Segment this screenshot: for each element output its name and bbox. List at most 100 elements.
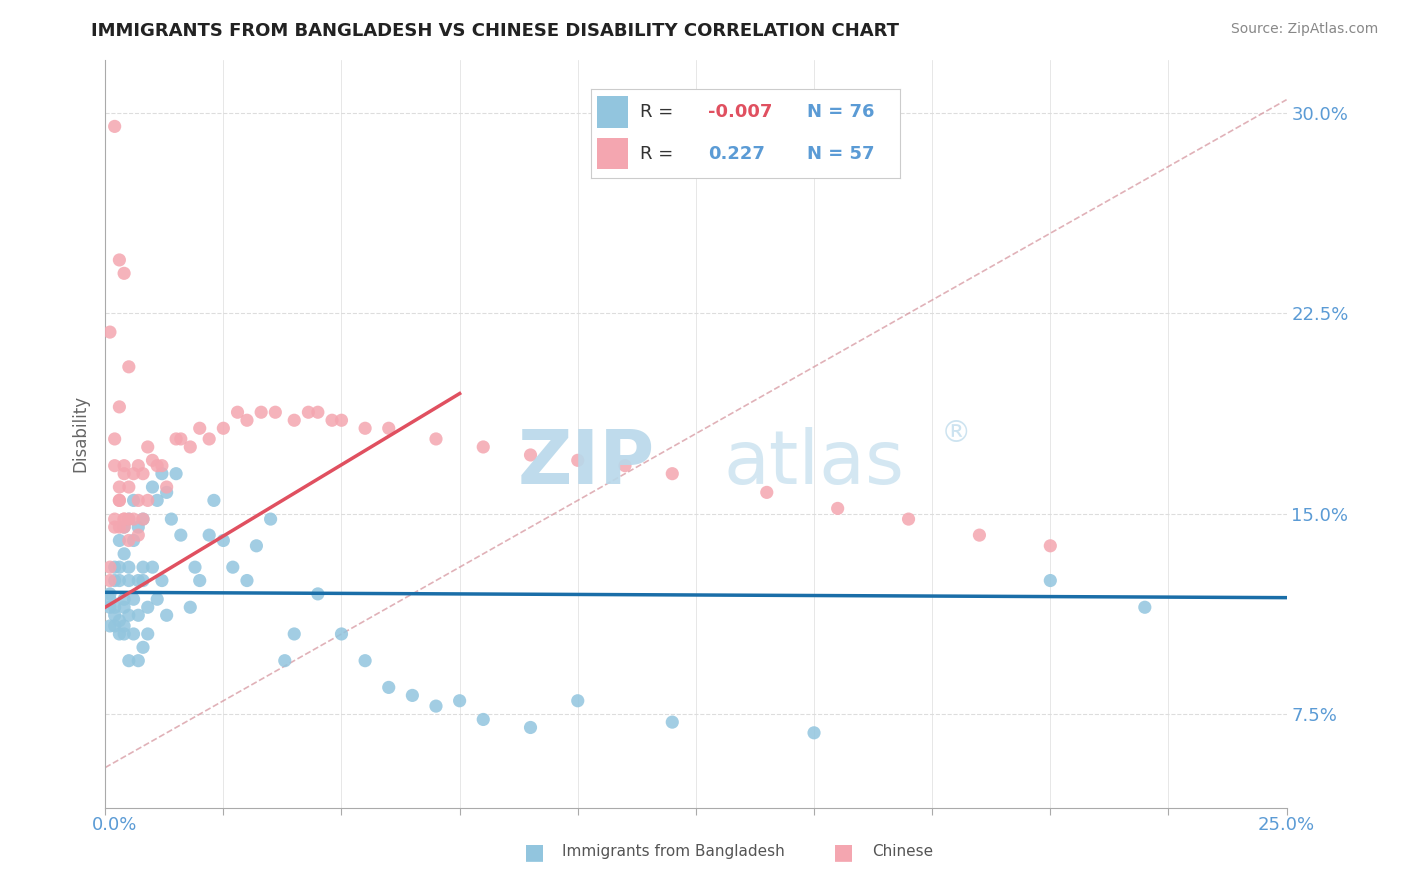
Point xyxy=(1039,574,1062,588)
Point xyxy=(202,493,225,508)
Point xyxy=(98,325,121,339)
Point xyxy=(614,458,637,473)
Text: 25.0%: 25.0% xyxy=(1257,816,1315,834)
Point xyxy=(108,533,131,548)
Point xyxy=(377,681,399,695)
Point xyxy=(118,574,141,588)
Point xyxy=(108,400,131,414)
Point xyxy=(104,432,127,446)
Point xyxy=(112,592,135,607)
Point xyxy=(118,512,141,526)
Point xyxy=(118,654,141,668)
Point xyxy=(307,405,329,419)
Point xyxy=(108,560,131,574)
Bar xyxy=(596,138,627,169)
Point xyxy=(401,689,423,703)
Text: atlas: atlas xyxy=(724,427,904,500)
Point xyxy=(283,413,305,427)
Point xyxy=(170,432,193,446)
Point xyxy=(127,654,149,668)
Point xyxy=(226,405,249,419)
Point xyxy=(112,520,135,534)
Text: ■: ■ xyxy=(834,842,853,862)
Point xyxy=(1039,539,1062,553)
Point xyxy=(274,654,297,668)
Point xyxy=(307,587,329,601)
Point xyxy=(519,721,541,735)
Point xyxy=(122,592,145,607)
Point xyxy=(150,574,173,588)
Point xyxy=(150,458,173,473)
Point xyxy=(108,614,131,628)
Point xyxy=(132,574,155,588)
Point xyxy=(354,654,377,668)
Point xyxy=(330,413,353,427)
Point xyxy=(136,627,159,641)
Text: ZIP: ZIP xyxy=(517,427,655,500)
Point xyxy=(141,480,163,494)
Point xyxy=(108,627,131,641)
Point xyxy=(519,448,541,462)
Point xyxy=(112,520,135,534)
Point xyxy=(108,493,131,508)
Point xyxy=(98,574,121,588)
Point xyxy=(108,520,131,534)
Point xyxy=(179,440,201,454)
Point xyxy=(170,528,193,542)
Point xyxy=(146,458,169,473)
Point xyxy=(969,528,991,542)
Text: -0.007: -0.007 xyxy=(709,103,772,121)
Point xyxy=(449,694,471,708)
Point xyxy=(212,421,235,435)
Point xyxy=(297,405,319,419)
Point xyxy=(132,467,155,481)
Point xyxy=(897,512,920,526)
Point xyxy=(127,574,149,588)
Point xyxy=(567,453,589,467)
Point xyxy=(104,512,127,526)
Point xyxy=(184,560,207,574)
Point xyxy=(425,432,447,446)
Text: Immigrants from Bangladesh: Immigrants from Bangladesh xyxy=(562,845,785,859)
Point xyxy=(156,480,179,494)
Point xyxy=(112,627,135,641)
Point xyxy=(98,619,121,633)
Point xyxy=(827,501,849,516)
Point xyxy=(108,574,131,588)
Point xyxy=(156,608,179,623)
Point xyxy=(567,694,589,708)
Point xyxy=(104,560,127,574)
Bar xyxy=(596,96,627,128)
Point xyxy=(108,252,131,267)
Point xyxy=(118,560,141,574)
Point xyxy=(136,493,159,508)
Point xyxy=(245,539,267,553)
Point xyxy=(122,493,145,508)
Point xyxy=(236,413,259,427)
Point xyxy=(472,440,495,454)
Point xyxy=(188,421,211,435)
Point xyxy=(146,493,169,508)
Point xyxy=(112,512,135,526)
Point xyxy=(198,432,221,446)
Point xyxy=(118,608,141,623)
Point xyxy=(165,467,187,481)
Point xyxy=(661,467,683,481)
Text: N = 57: N = 57 xyxy=(807,145,875,163)
Point xyxy=(1133,600,1156,615)
Point xyxy=(112,512,135,526)
Point xyxy=(112,547,135,561)
Point xyxy=(112,619,135,633)
Point xyxy=(112,458,135,473)
Point xyxy=(104,600,127,615)
Point xyxy=(132,512,155,526)
Point xyxy=(118,512,141,526)
Text: Chinese: Chinese xyxy=(872,845,932,859)
Text: Source: ZipAtlas.com: Source: ZipAtlas.com xyxy=(1230,22,1378,37)
Point xyxy=(122,627,145,641)
Point xyxy=(104,458,127,473)
Point xyxy=(264,405,287,419)
Point xyxy=(122,467,145,481)
Point xyxy=(160,512,183,526)
Point xyxy=(104,520,127,534)
